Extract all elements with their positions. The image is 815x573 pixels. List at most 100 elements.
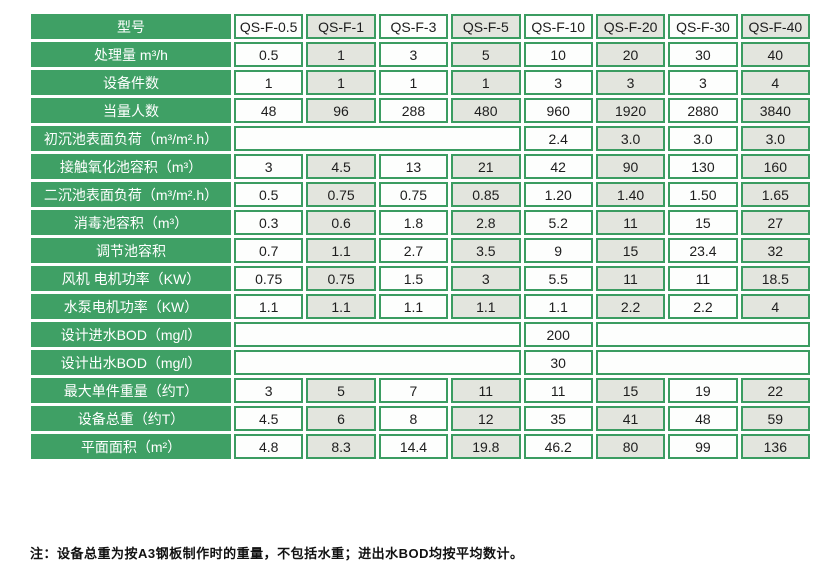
value-cell: 3 bbox=[595, 70, 666, 95]
value-cell: 42 bbox=[523, 154, 593, 179]
row-label-cell: 二沉池表面负荷（m³/m².h） bbox=[31, 182, 231, 207]
table-header-row: 型号 QS-F-0.5 QS-F-1 QS-F-3 QS-F-5 QS-F-10 QS-F-… bbox=[31, 14, 810, 39]
value-cell: 1 bbox=[451, 70, 521, 95]
value-cell: 200 bbox=[523, 322, 593, 347]
value-cell: 1920 bbox=[595, 98, 666, 123]
row-label-cell: 处理量 m³/h bbox=[31, 42, 231, 67]
value-cell: 1 bbox=[234, 70, 304, 95]
table-row: 当量人数 48 96 288 480 960 1920 2880 3840 bbox=[31, 98, 810, 123]
value-cell: 1.1 bbox=[451, 294, 521, 319]
value-cell: 48 bbox=[668, 406, 738, 431]
spec-table: 型号 QS-F-0.5 QS-F-1 QS-F-3 QS-F-5 QS-F-10 QS-F-… bbox=[28, 11, 813, 462]
value-cell: 90 bbox=[595, 154, 666, 179]
model-header-cell: QS-F-30 bbox=[668, 14, 738, 39]
value-cell: 0.5 bbox=[234, 42, 304, 67]
value-cell: 10 bbox=[523, 42, 593, 67]
value-cell: 4 bbox=[740, 294, 810, 319]
model-header-cell: QS-F-3 bbox=[378, 14, 449, 39]
model-column-label: 型号 bbox=[31, 14, 231, 39]
value-cell: 96 bbox=[306, 98, 376, 123]
value-cell: 3840 bbox=[740, 98, 810, 123]
value-cell: 8.3 bbox=[306, 434, 376, 459]
value-cell: 11 bbox=[595, 266, 666, 291]
value-cell: 5 bbox=[306, 378, 376, 403]
value-cell: 48 bbox=[234, 98, 304, 123]
value-cell: 4.5 bbox=[306, 154, 376, 179]
value-cell: 480 bbox=[451, 98, 521, 123]
row-label-cell: 最大单件重量（约T） bbox=[31, 378, 231, 403]
table-row: 水泵电机功率（KW） 1.1 1.1 1.1 1.1 1.1 2.2 2.2 4 bbox=[31, 294, 810, 319]
value-cell: 2880 bbox=[668, 98, 738, 123]
value-cell: 5 bbox=[451, 42, 521, 67]
table-row: 设计出水BOD（mg/l） 30 bbox=[31, 350, 810, 375]
value-cell: 20 bbox=[595, 42, 666, 67]
value-cell: 3.0 bbox=[740, 126, 810, 151]
footnote: 注：设备总重为按A3钢板制作时的重量，不包括水重；进出水BOD均按平均数计。 bbox=[30, 546, 524, 561]
value-cell: 1.8 bbox=[378, 210, 449, 235]
row-label-cell: 消毒池容积（m³） bbox=[31, 210, 231, 235]
table-row: 最大单件重量（约T） 3 5 7 11 11 15 19 22 bbox=[31, 378, 810, 403]
value-cell: 2.4 bbox=[523, 126, 593, 151]
value-cell: 11 bbox=[451, 378, 521, 403]
empty-merged-cell bbox=[234, 350, 521, 375]
value-cell: 14.4 bbox=[378, 434, 449, 459]
value-cell: 1.40 bbox=[595, 182, 666, 207]
value-cell: 0.75 bbox=[306, 266, 376, 291]
value-cell: 1.1 bbox=[234, 294, 304, 319]
table-row: 设计进水BOD（mg/l） 200 bbox=[31, 322, 810, 347]
row-label-cell: 设计进水BOD（mg/l） bbox=[31, 322, 231, 347]
value-cell: 3 bbox=[668, 70, 738, 95]
value-cell: 4.5 bbox=[234, 406, 304, 431]
value-cell: 5.5 bbox=[523, 266, 593, 291]
value-cell: 11 bbox=[523, 378, 593, 403]
value-cell: 3 bbox=[234, 154, 304, 179]
value-cell: 80 bbox=[595, 434, 666, 459]
table-row: 设备件数 1 1 1 1 3 3 3 4 bbox=[31, 70, 810, 95]
value-cell: 3 bbox=[451, 266, 521, 291]
model-header-cell: QS-F-10 bbox=[523, 14, 593, 39]
value-cell: 3 bbox=[378, 42, 449, 67]
value-cell: 0.3 bbox=[234, 210, 304, 235]
value-cell: 27 bbox=[740, 210, 810, 235]
row-label-cell: 平面面积（m²） bbox=[31, 434, 231, 459]
value-cell: 1.1 bbox=[306, 238, 376, 263]
value-cell: 1.1 bbox=[306, 294, 376, 319]
value-cell: 6 bbox=[306, 406, 376, 431]
value-cell: 288 bbox=[378, 98, 449, 123]
row-label-cell: 设计出水BOD（mg/l） bbox=[31, 350, 231, 375]
value-cell: 2.2 bbox=[595, 294, 666, 319]
value-cell: 5.2 bbox=[523, 210, 593, 235]
empty-merged-cell bbox=[595, 350, 810, 375]
value-cell: 30 bbox=[668, 42, 738, 67]
row-label-cell: 初沉池表面负荷（m³/m².h） bbox=[31, 126, 231, 151]
row-label-cell: 调节池容积 bbox=[31, 238, 231, 263]
value-cell: 18.5 bbox=[740, 266, 810, 291]
value-cell: 1 bbox=[378, 70, 449, 95]
value-cell: 1.65 bbox=[740, 182, 810, 207]
value-cell: 1.5 bbox=[378, 266, 449, 291]
model-header-cell: QS-F-0.5 bbox=[234, 14, 304, 39]
value-cell: 19.8 bbox=[451, 434, 521, 459]
row-label-cell: 水泵电机功率（KW） bbox=[31, 294, 231, 319]
value-cell: 12 bbox=[451, 406, 521, 431]
value-cell: 22 bbox=[740, 378, 810, 403]
value-cell: 4.8 bbox=[234, 434, 304, 459]
value-cell: 2.2 bbox=[668, 294, 738, 319]
model-header-cell: QS-F-5 bbox=[451, 14, 521, 39]
value-cell: 1 bbox=[306, 70, 376, 95]
model-header-cell: QS-F-1 bbox=[306, 14, 376, 39]
table-row: 初沉池表面负荷（m³/m².h） 2.4 3.0 3.0 3.0 bbox=[31, 126, 810, 151]
value-cell: 35 bbox=[523, 406, 593, 431]
value-cell: 15 bbox=[595, 378, 666, 403]
value-cell: 13 bbox=[378, 154, 449, 179]
value-cell: 9 bbox=[523, 238, 593, 263]
value-cell: 7 bbox=[378, 378, 449, 403]
value-cell: 3.0 bbox=[595, 126, 666, 151]
value-cell: 0.75 bbox=[234, 266, 304, 291]
value-cell: 4 bbox=[740, 70, 810, 95]
row-label-cell: 当量人数 bbox=[31, 98, 231, 123]
value-cell: 1.1 bbox=[523, 294, 593, 319]
value-cell: 0.7 bbox=[234, 238, 304, 263]
value-cell: 0.75 bbox=[306, 182, 376, 207]
model-header-cell: QS-F-40 bbox=[740, 14, 810, 39]
